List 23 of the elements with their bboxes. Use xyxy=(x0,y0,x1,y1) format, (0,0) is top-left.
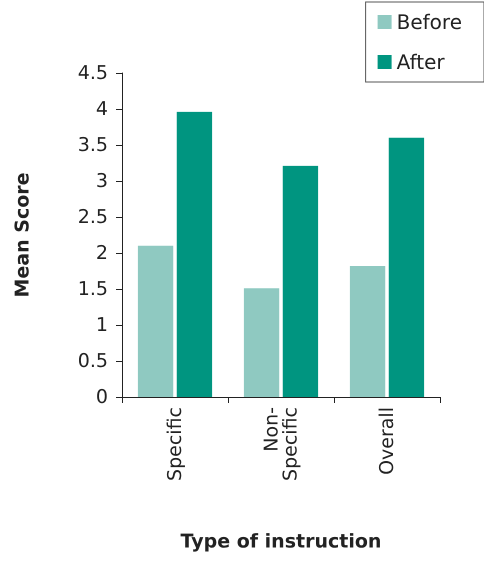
y-tick-label: 4 xyxy=(96,98,108,120)
bar xyxy=(282,166,318,397)
y-tick-label: 0.5 xyxy=(78,350,108,372)
bar xyxy=(350,266,386,397)
y-tick-label: 1 xyxy=(96,314,108,336)
x-axis-title: Type of instruction xyxy=(180,530,382,552)
bar xyxy=(388,138,424,397)
x-tick-label: Specific xyxy=(164,407,186,481)
y-axis-title: Mean Score xyxy=(12,172,34,298)
bar xyxy=(244,288,280,397)
y-tick-label: 4.5 xyxy=(78,62,108,84)
y-tick-label: 3.5 xyxy=(78,134,108,156)
y-tick-label: 0 xyxy=(96,386,108,408)
bar xyxy=(138,246,174,397)
y-tick-label: 1.5 xyxy=(78,278,108,300)
y-tick-label: 3 xyxy=(96,170,108,192)
bar xyxy=(176,112,212,397)
y-tick-label: 2.5 xyxy=(78,206,108,228)
legend-label: Before xyxy=(396,10,462,34)
y-tick-label: 2 xyxy=(96,242,108,264)
x-tick-label: Overall xyxy=(376,407,398,475)
legend-label: After xyxy=(396,50,446,74)
x-tick-label: Non-Specific xyxy=(260,407,302,481)
